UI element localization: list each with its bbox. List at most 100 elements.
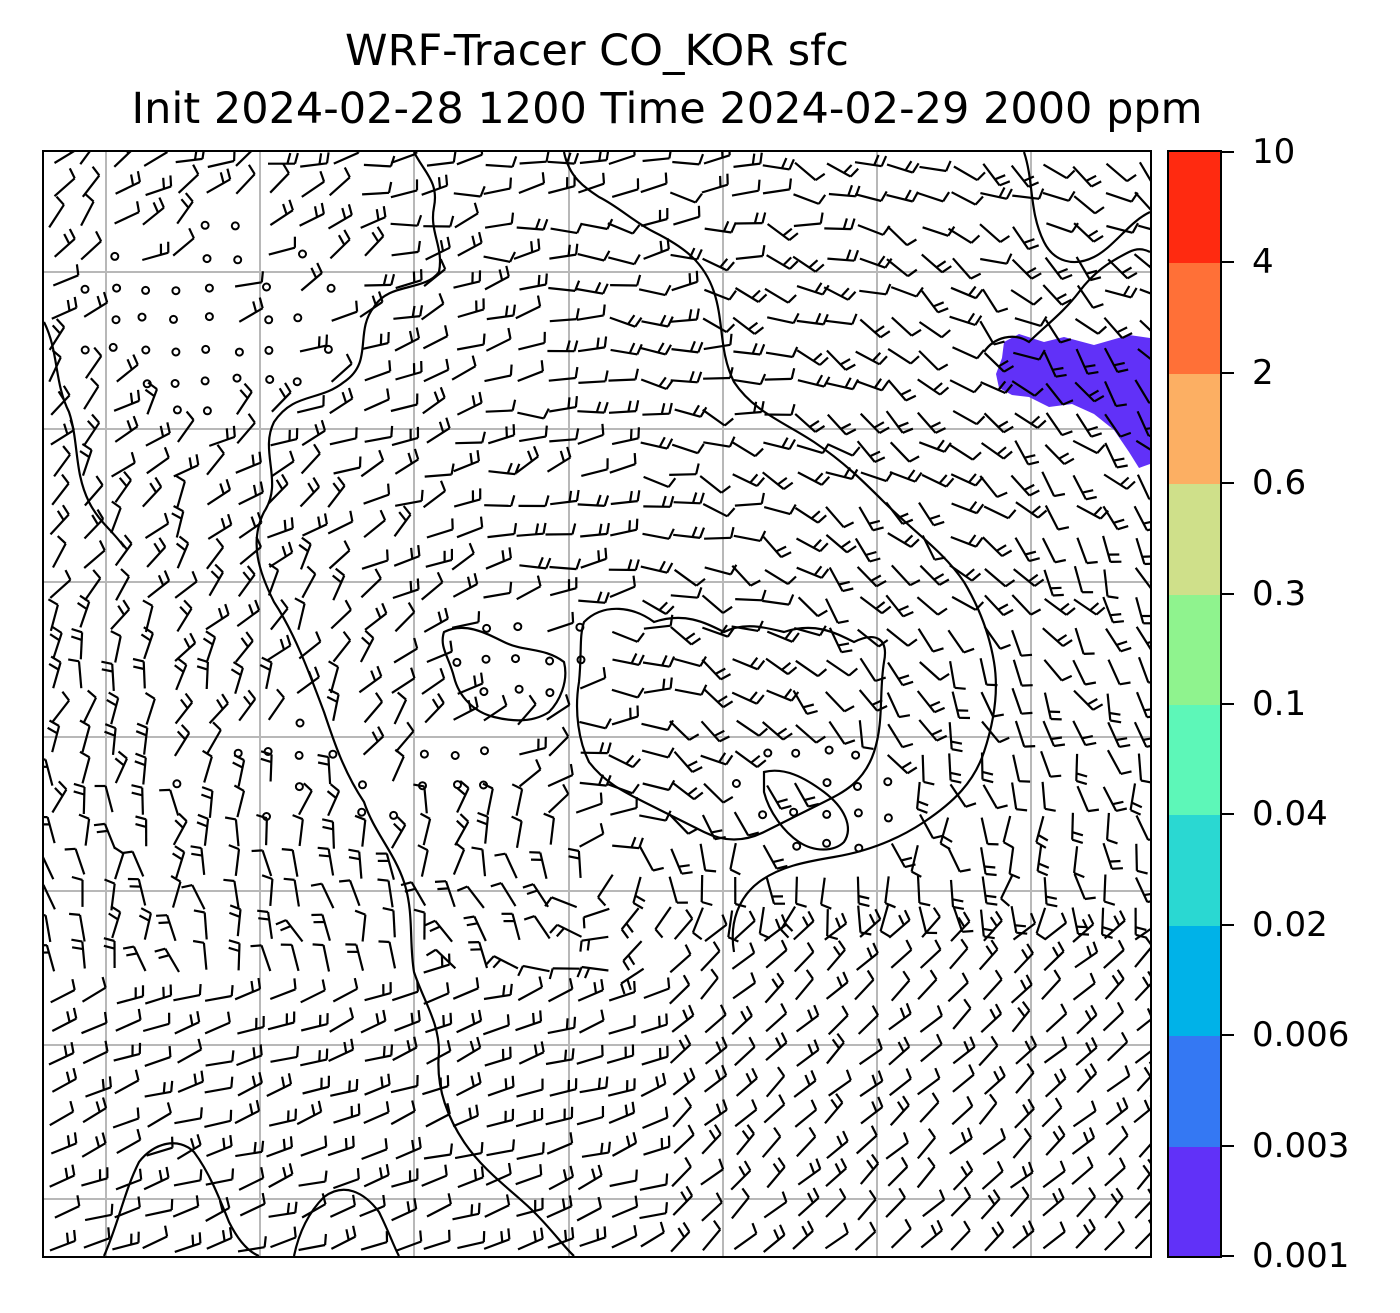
wind-barb-flag [471,355,477,367]
wind-barb-flag [996,491,1008,499]
wind-barb-shaft [517,986,543,1002]
wind-barb-shaft [112,1241,139,1251]
wind-barb-flag [49,633,60,642]
wind-barb [1133,253,1150,269]
wind-barb-flag [221,1230,226,1242]
wind-barb-shaft [1075,1227,1096,1249]
wind-barb [301,1193,327,1219]
wind-barb-flag [996,544,1007,552]
coastlines [44,152,1150,1256]
wind-barb-shaft [733,534,761,542]
wind-barb-shaft [700,977,719,1000]
wind-barb-flag [871,699,883,706]
wind-barb-flag [72,1067,78,1080]
wind-barb-flag [361,636,371,646]
wind-barb-flag [507,1228,511,1240]
wind-barb-flag [354,814,366,821]
wind-barb-flag [990,939,999,950]
wind-barb-flag [935,260,947,269]
wind-barb [250,944,272,972]
wind-barb [81,166,101,198]
wind-barb-shaft [176,1143,202,1160]
wind-barb [825,691,855,713]
wind-barb-shaft [265,662,273,690]
wind-barb-shaft [424,473,452,478]
wind-barb-flag [303,782,313,792]
wind-barb [518,331,546,351]
wind-barb-flag [853,249,860,262]
wind-barb-shaft [111,727,117,756]
wind-barb-flag [775,545,787,553]
wind-barb-shaft [887,723,904,748]
wind-barb-flag [259,1044,263,1056]
wind-barb-flag [1096,444,1106,454]
wind-barb [548,175,576,195]
wind-barb [519,556,552,570]
wind-barb-flag [880,930,891,938]
wind-barb-shaft [1138,161,1150,182]
wind-barb-shaft [114,853,125,880]
wind-barb [579,718,612,730]
wind-barb-flag [142,599,154,607]
wind-barb-flag [593,982,598,994]
wind-barb-flag [630,653,638,664]
wind-barb-flag [850,468,859,480]
wind-barb-shaft [1013,351,1040,361]
wind-barb [608,368,639,382]
wind-barb [518,495,550,508]
wind-barb-shaft [144,1056,171,1067]
wind-barb-flag [631,224,641,235]
wind-barb-flag [225,1196,231,1209]
wind-barb-shaft [532,883,550,908]
wind-barb [1134,928,1150,941]
wind-barb-flag [1061,430,1073,437]
wind-barb-flag [1021,1001,1031,1012]
wind-barb-flag [941,329,951,339]
wind-barb-shaft [142,251,169,262]
wind-barb-flag [400,881,412,887]
wind-barb-flag [907,469,916,480]
wind-barb [328,167,351,197]
wind-barb [236,1044,263,1067]
wind-barb [196,813,210,846]
wind-barb [106,691,120,725]
wind-barb [364,425,394,443]
wind-barb-flag [482,782,494,790]
wind-barb-flag [941,265,952,274]
wind-barb-shaft [884,876,890,904]
wind-barb [94,784,114,813]
wind-barb-shaft [763,506,791,516]
wind-barb [234,1099,261,1125]
wind-barb [887,347,920,365]
wind-barb-flag [751,1067,758,1079]
wind-barb-flag [459,813,470,823]
wind-barb-flag [268,562,279,572]
wind-barb-flag [415,152,418,154]
wind-barb-shaft [859,657,877,682]
wind-barb-shaft [394,337,420,352]
wind-barb [115,1168,143,1191]
wind-barb-flag [76,601,88,610]
wind-barb-shaft [300,272,323,292]
wind-barb [734,910,756,940]
wind-barb-flag [143,626,154,635]
wind-barb [826,940,846,972]
wind-barb-flag [197,1038,203,1050]
wind-barb-shaft [392,910,396,938]
wind-barb-flag [229,1134,233,1147]
wind-barb [547,611,575,633]
wind-barb-flag [157,574,165,586]
wind-barb-flag [1005,253,1013,265]
wind-barb-shaft [444,880,456,908]
wind-barb-flag [689,1067,696,1079]
wind-barb-shaft [1134,1232,1150,1250]
wind-barb-flag [511,783,523,791]
wind-barb-flag [233,754,245,762]
wind-barb-flag [510,494,516,507]
wind-barb-flag [822,313,829,325]
wind-barb [422,1075,450,1096]
wind-barb [792,689,818,715]
wind-barb-flag [757,179,761,191]
wind-barb-shaft [673,750,694,773]
wind-barb-shaft [1134,947,1150,968]
